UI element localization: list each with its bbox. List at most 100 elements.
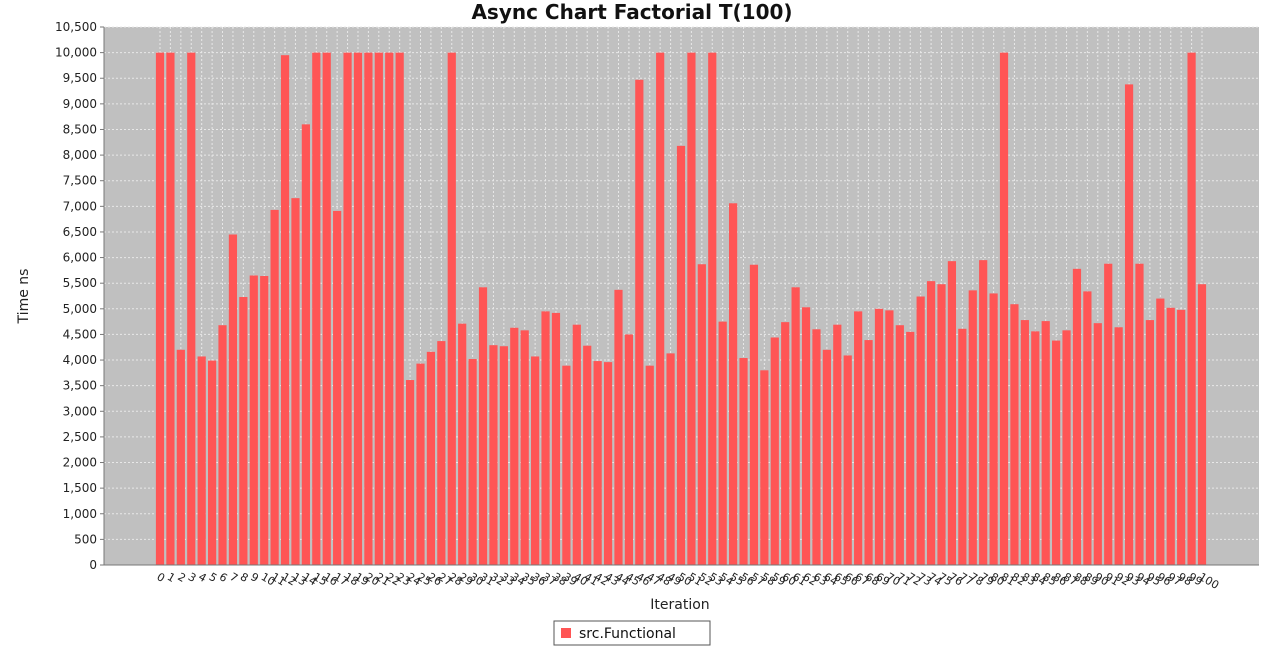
legend-label: src.Functional (579, 626, 676, 642)
x-tick-label: 80 (988, 570, 1007, 588)
x-axis-title: Iteration (650, 597, 709, 613)
x-tick-label: 6 (217, 570, 230, 585)
bar-53 (708, 52, 717, 566)
x-tick-label: 86 (1051, 570, 1070, 588)
x-tick-label: 43 (603, 570, 622, 588)
x-tick-label: 39 (561, 570, 580, 588)
x-tick-label: 8 (238, 570, 251, 585)
bar-64 (822, 349, 831, 565)
x-tick-label: 13 (290, 570, 309, 588)
bar-23 (395, 52, 404, 566)
x-tick-label: 83 (1019, 570, 1038, 588)
x-tick-label: 33 (498, 570, 517, 588)
x-tick-label: 61 (790, 570, 809, 588)
x-tick-label: 50 (676, 570, 695, 588)
bar-84 (1031, 331, 1040, 565)
y-tick-label: 8,500 (63, 122, 97, 136)
x-tick-label: 45 (623, 570, 642, 588)
x-tick-label: 85 (1040, 570, 1059, 588)
legend-swatch (561, 628, 571, 638)
x-tick-label: 90 (1092, 570, 1111, 588)
y-tick-label: 7,000 (63, 199, 97, 213)
bar-8 (239, 297, 248, 565)
bar-11 (270, 209, 279, 566)
bar-90 (1093, 323, 1102, 565)
x-tick-label: 36 (530, 570, 549, 588)
x-tick-label: 44 (613, 570, 632, 588)
bar-17 (333, 210, 342, 565)
bar-0 (155, 52, 165, 566)
bar-71 (895, 325, 904, 565)
x-tick-label: 15 (311, 570, 330, 588)
bar-59 (770, 337, 779, 565)
x-tick-label: 87 (1061, 570, 1080, 588)
y-tick-label: 10,000 (55, 46, 97, 60)
x-tick-label: 62 (801, 570, 820, 588)
x-tick-label: 98 (1176, 570, 1195, 588)
x-tick-label: 28 (446, 570, 465, 588)
bar-79 (979, 260, 988, 565)
x-tick-label: 37 (540, 570, 559, 588)
bar-80 (989, 293, 998, 565)
bar-95 (1145, 320, 1154, 565)
bar-63 (812, 329, 821, 565)
bar-94 (1135, 263, 1144, 565)
bar-57 (749, 264, 759, 565)
x-tick-label: 64 (821, 570, 840, 588)
y-tick-label: 500 (74, 532, 97, 546)
bar-72 (906, 331, 915, 565)
x-tick-label: 30 (467, 570, 486, 588)
bar-33 (499, 346, 508, 565)
bar-97 (1166, 307, 1175, 565)
x-tick-label: 19 (352, 570, 371, 588)
x-tick-label: 11 (269, 570, 288, 588)
x-tick-label: 26 (425, 570, 444, 588)
x-tick-label: 34 (509, 570, 528, 588)
x-tick-label: 51 (686, 570, 705, 588)
x-tick-label: 0 (155, 570, 168, 585)
x-tick-label: 81 (999, 570, 1018, 588)
bar-93 (1124, 84, 1134, 565)
x-tick-label: 47 (644, 570, 663, 588)
x-tick-label: 17 (332, 570, 351, 588)
x-tick-label: 32 (488, 570, 507, 588)
x-tick-label: 22 (384, 570, 403, 588)
bar-29 (458, 323, 467, 565)
bar-81 (999, 52, 1009, 566)
bar-76 (947, 261, 957, 565)
bar-58 (760, 370, 769, 565)
x-tick-label: 59 (769, 570, 788, 588)
bar-36 (531, 356, 540, 565)
bar-54 (718, 321, 727, 565)
bar-44 (614, 289, 623, 565)
x-tick-label: 91 (1103, 570, 1122, 588)
x-tick-label: 42 (592, 570, 611, 588)
bar-34 (510, 327, 519, 565)
y-tick-label: 4,000 (63, 353, 97, 367)
y-tick-label: 5,000 (63, 302, 97, 316)
x-tick-label: 77 (957, 570, 976, 588)
bar-98 (1177, 309, 1186, 565)
bar-15 (312, 52, 321, 566)
x-tick-label: 72 (905, 570, 924, 588)
x-tick-label: 95 (1144, 570, 1163, 588)
y-tick-label: 2,500 (63, 430, 97, 444)
bar-73 (916, 296, 925, 565)
x-tick-label: 69 (873, 570, 892, 588)
bar-42 (593, 361, 602, 565)
bar-48 (656, 52, 665, 566)
x-tick-label: 10 (259, 570, 278, 588)
bar-99 (1187, 52, 1196, 566)
bar-50 (676, 145, 686, 565)
bar-27 (437, 341, 446, 565)
bar-66 (843, 355, 852, 565)
bar-32 (489, 345, 498, 565)
bar-89 (1083, 291, 1092, 565)
bar-10 (260, 276, 269, 565)
bar-40 (572, 324, 581, 565)
x-tick-label: 5 (207, 570, 220, 585)
x-tick-label: 14 (300, 570, 319, 588)
x-tick-label: 88 (1071, 570, 1090, 588)
